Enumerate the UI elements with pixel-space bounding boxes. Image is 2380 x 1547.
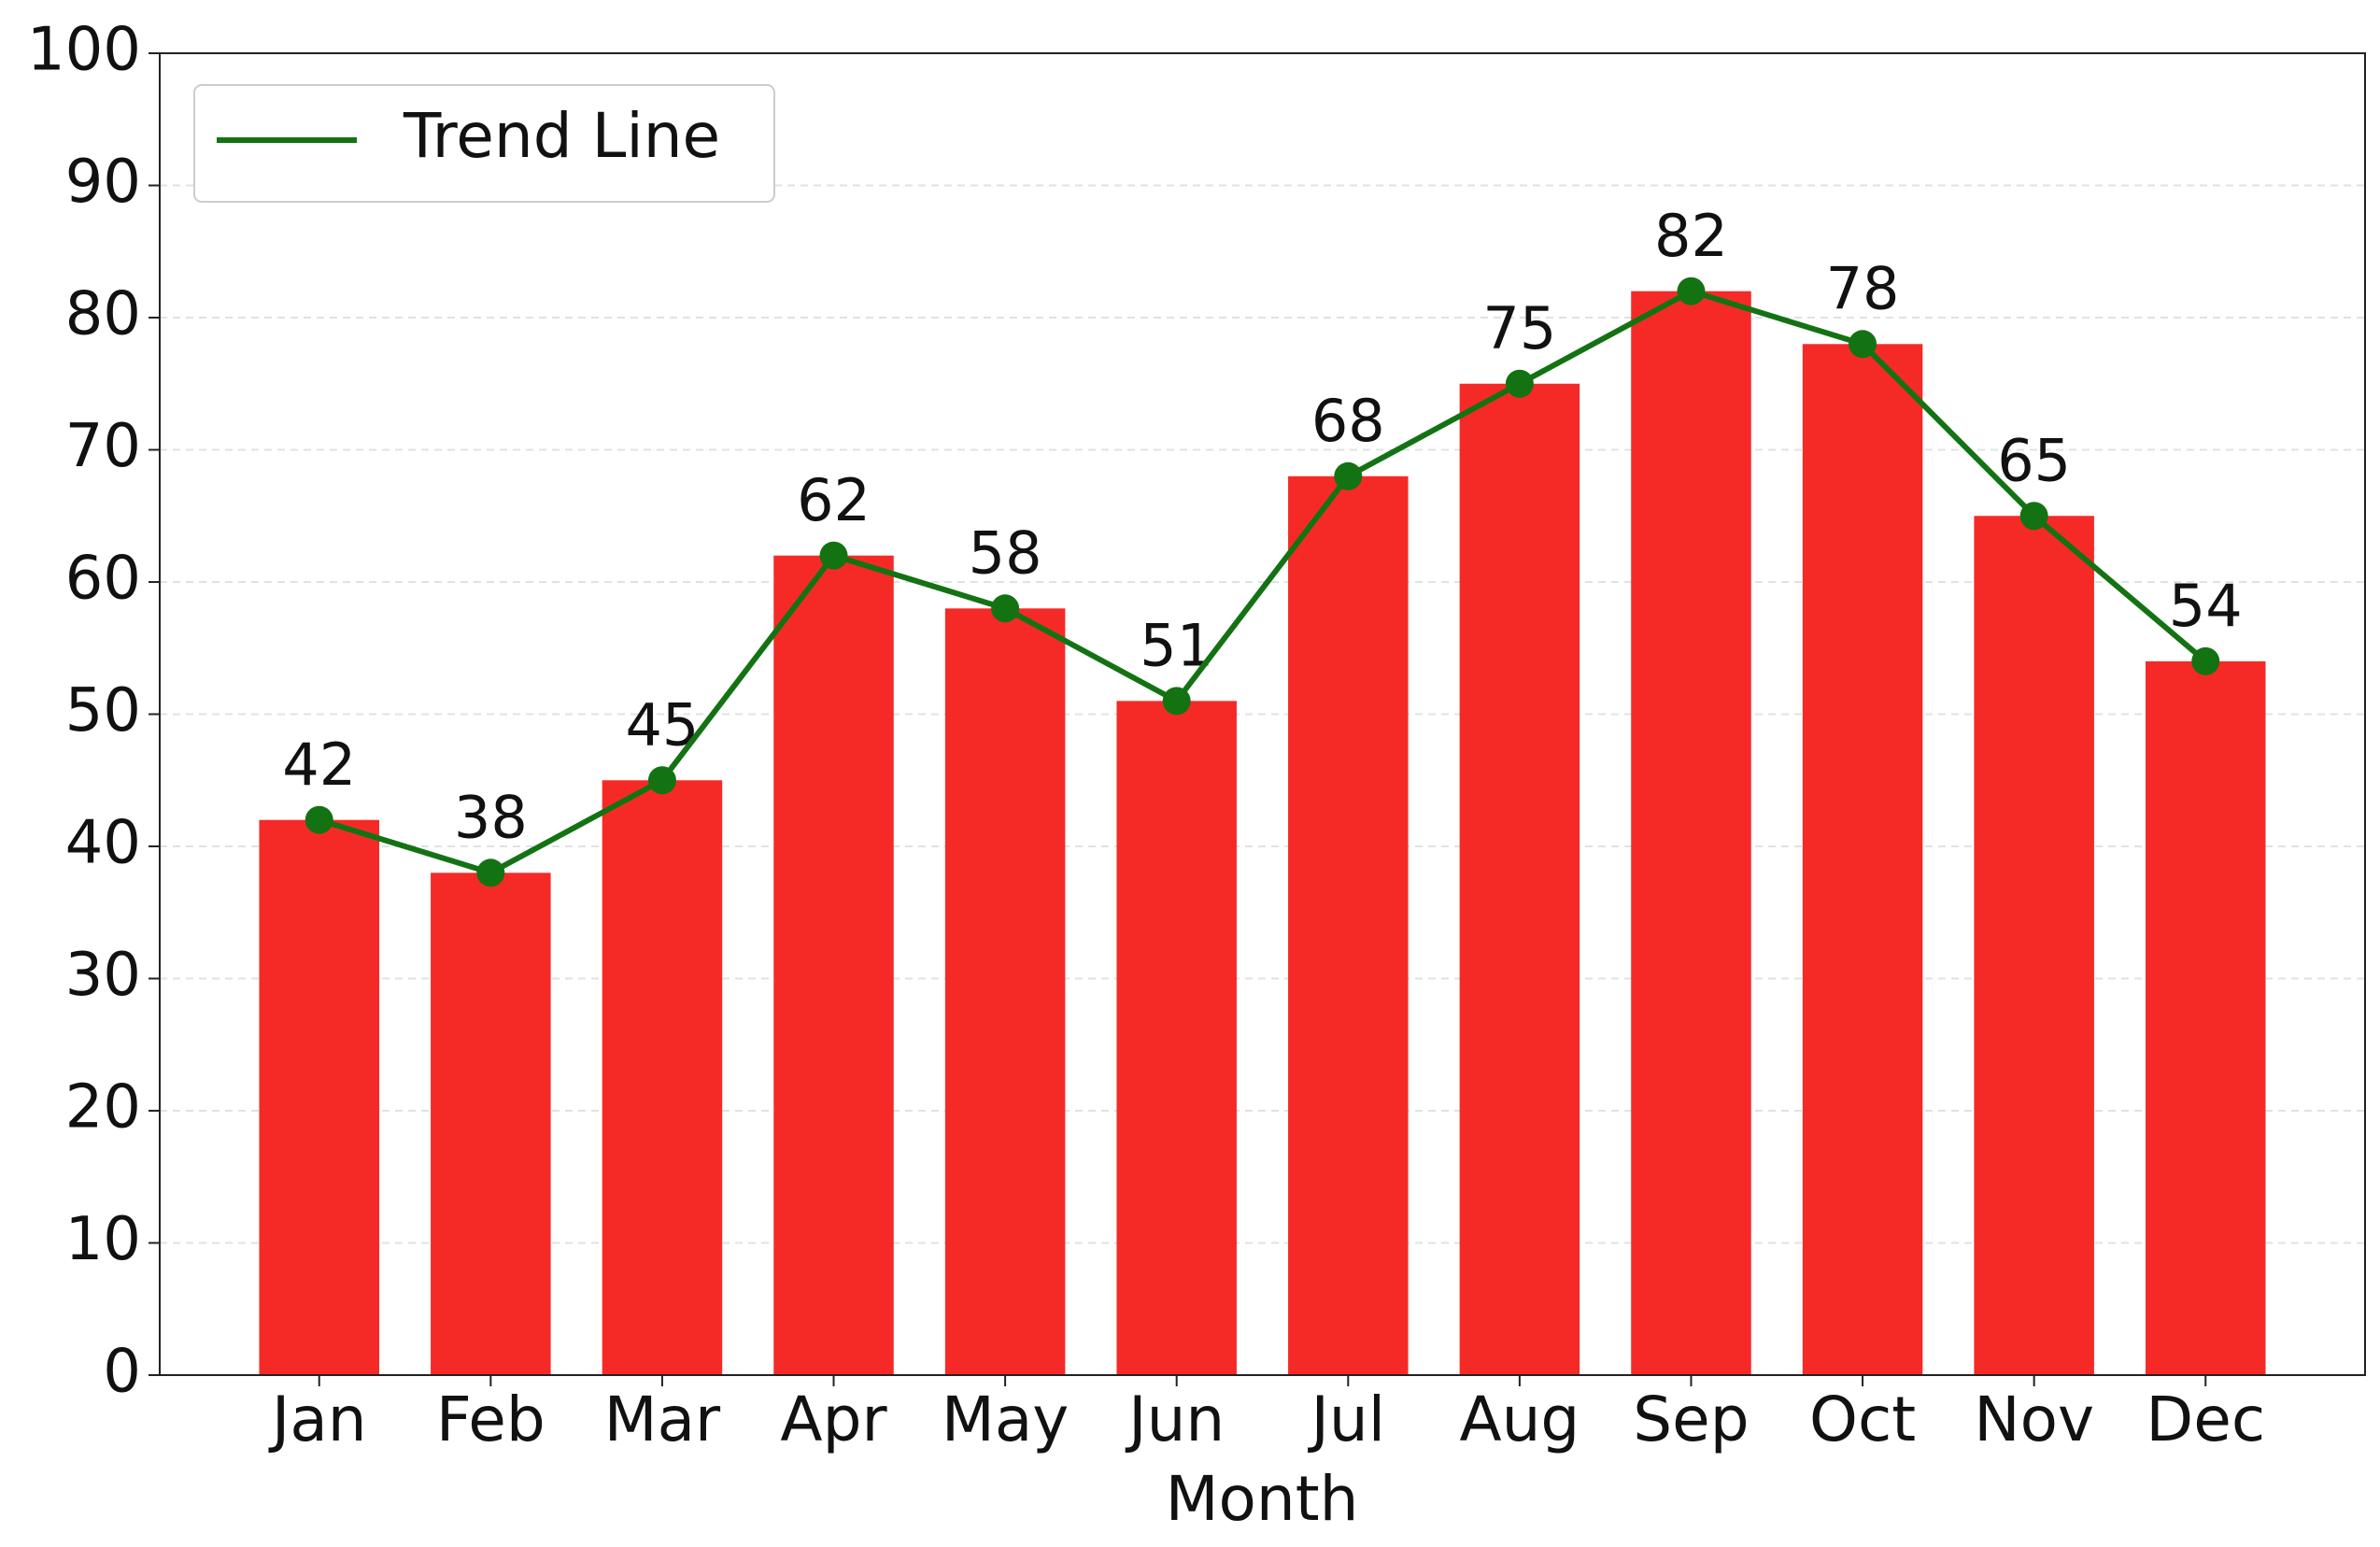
plot-frame xyxy=(159,52,2366,1376)
x-tick-label: Mar xyxy=(604,1384,721,1455)
bar xyxy=(1802,344,1923,1375)
data-label: 62 xyxy=(797,466,871,534)
legend-label: Trend Line xyxy=(403,100,720,172)
trend-marker xyxy=(819,541,848,570)
y-tick-label: 40 xyxy=(65,809,141,878)
trend-marker xyxy=(1334,461,1363,490)
data-label: 58 xyxy=(969,518,1042,587)
x-tick-label: Jun xyxy=(1125,1384,1225,1455)
y-tick-label: 10 xyxy=(65,1205,141,1274)
y-tick-label: 20 xyxy=(65,1073,141,1143)
bar xyxy=(2146,660,2266,1375)
trend-marker xyxy=(1505,369,1534,398)
bar xyxy=(1974,516,2094,1375)
bar xyxy=(944,608,1066,1375)
trend-marker xyxy=(305,805,333,834)
trend-marker xyxy=(1677,277,1706,305)
trend-marker xyxy=(2019,502,2048,531)
y-tick-label: 0 xyxy=(103,1338,141,1407)
trend-marker xyxy=(476,859,505,887)
x-tick-label: Jul xyxy=(1307,1384,1385,1455)
y-tick-label: 100 xyxy=(27,16,141,85)
x-axis-label: Month xyxy=(1166,1463,1359,1535)
trend-marker xyxy=(1849,330,1877,359)
bar xyxy=(773,555,894,1375)
x-tick-label: Dec xyxy=(2146,1384,2265,1455)
x-tick-label: Nov xyxy=(1974,1384,2094,1455)
data-label: 38 xyxy=(454,783,528,851)
bar xyxy=(1288,475,1409,1375)
bar xyxy=(1631,291,1751,1376)
data-label: 75 xyxy=(1482,294,1556,362)
bar xyxy=(259,819,379,1375)
y-tick-label: 80 xyxy=(65,280,141,349)
data-label: 54 xyxy=(2169,572,2243,640)
data-label: 42 xyxy=(282,731,356,799)
bar xyxy=(1116,701,1237,1375)
legend: Trend Line xyxy=(193,84,775,203)
y-tick-label: 70 xyxy=(65,412,141,481)
x-tick-label: Jan xyxy=(268,1384,367,1455)
data-label: 65 xyxy=(1997,426,2071,494)
data-label: 68 xyxy=(1311,387,1385,455)
trend-marker xyxy=(1162,687,1191,716)
bar xyxy=(602,780,723,1375)
x-tick-label: Aug xyxy=(1459,1384,1580,1455)
x-tick-label: Apr xyxy=(780,1384,887,1455)
y-tick-label: 50 xyxy=(65,676,141,745)
data-label: 82 xyxy=(1654,202,1728,270)
legend-box xyxy=(193,84,775,203)
trend-marker xyxy=(647,766,676,795)
x-tick-label: Sep xyxy=(1633,1384,1749,1455)
data-label: 78 xyxy=(1826,254,1900,322)
y-tick-label: 90 xyxy=(65,148,141,217)
y-tick-label: 30 xyxy=(65,941,141,1010)
y-tick-label: 60 xyxy=(65,545,141,614)
x-tick-label: Feb xyxy=(436,1384,545,1455)
bar xyxy=(1459,383,1580,1375)
bar xyxy=(431,873,551,1375)
trend-marker xyxy=(2191,646,2220,675)
trend-marker xyxy=(991,594,1020,623)
trend-line xyxy=(318,288,2208,876)
x-tick-label: May xyxy=(942,1384,1069,1455)
x-tick-label: Oct xyxy=(1809,1384,1916,1455)
